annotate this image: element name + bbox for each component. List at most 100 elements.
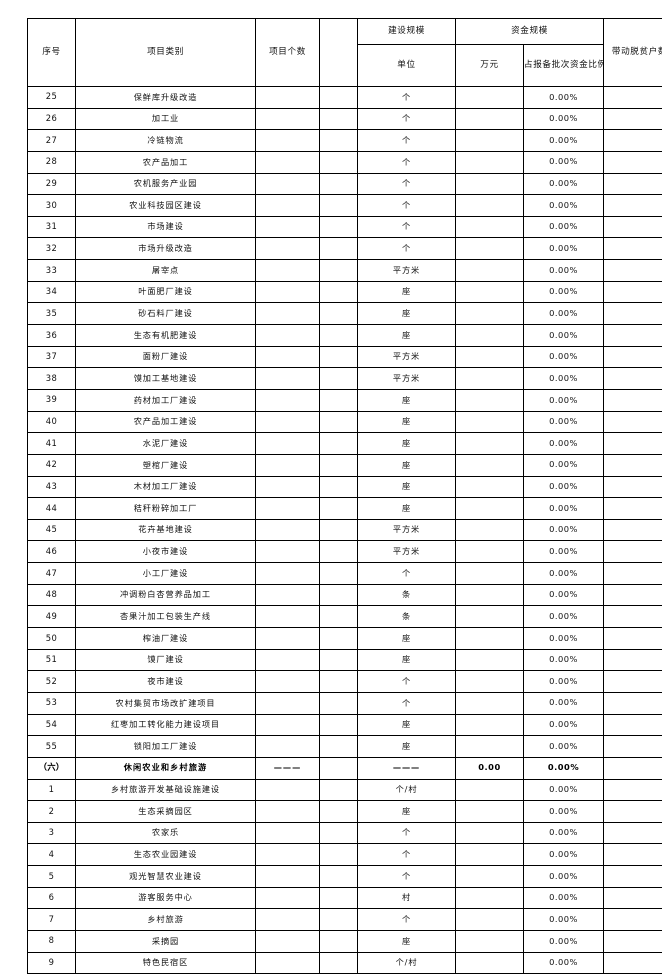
cell-poverty[interactable]: [604, 389, 662, 411]
cell-blank[interactable]: [320, 368, 358, 390]
cell-blank[interactable]: [320, 714, 358, 736]
cell-poverty[interactable]: [604, 736, 662, 758]
cell-unit[interactable]: 个: [358, 563, 456, 585]
cell-poverty[interactable]: [604, 584, 662, 606]
cell-percentage[interactable]: 0.00%: [524, 822, 604, 844]
cell-poverty[interactable]: [604, 108, 662, 130]
cell-count[interactable]: [256, 454, 320, 476]
cell-poverty[interactable]: [604, 260, 662, 282]
cell-blank[interactable]: [320, 563, 358, 585]
cell-category[interactable]: 冲调粉白杏营养品加工: [76, 584, 256, 606]
cell-blank[interactable]: [320, 411, 358, 433]
cell-percentage[interactable]: 0.00%: [524, 346, 604, 368]
cell-unit[interactable]: 座: [358, 801, 456, 823]
cell-poverty[interactable]: [604, 173, 662, 195]
cell-money[interactable]: [456, 411, 524, 433]
cell-seq[interactable]: 43: [28, 476, 76, 498]
cell-count[interactable]: [256, 368, 320, 390]
cell-category[interactable]: 叶面肥厂建设: [76, 281, 256, 303]
cell-percentage[interactable]: 0.00%: [524, 801, 604, 823]
cell-money[interactable]: [456, 303, 524, 325]
cell-seq[interactable]: 39: [28, 389, 76, 411]
cell-money[interactable]: [456, 563, 524, 585]
cell-money[interactable]: [456, 714, 524, 736]
cell-seq[interactable]: 2: [28, 801, 76, 823]
cell-blank[interactable]: [320, 801, 358, 823]
cell-unit[interactable]: 平方米: [358, 346, 456, 368]
cell-seq[interactable]: 53: [28, 692, 76, 714]
cell-category[interactable]: 小工厂建设: [76, 563, 256, 585]
cell-blank[interactable]: [320, 757, 358, 779]
cell-unit[interactable]: 个/村: [358, 779, 456, 801]
cell-poverty[interactable]: [604, 757, 662, 779]
cell-count[interactable]: [256, 563, 320, 585]
cell-poverty[interactable]: [604, 541, 662, 563]
cell-seq[interactable]: 25: [28, 87, 76, 109]
cell-unit[interactable]: 座: [358, 303, 456, 325]
cell-unit[interactable]: 个/村: [358, 952, 456, 974]
cell-poverty[interactable]: [604, 606, 662, 628]
cell-money[interactable]: [456, 260, 524, 282]
cell-percentage[interactable]: 0.00%: [524, 151, 604, 173]
cell-unit[interactable]: 个: [358, 195, 456, 217]
cell-poverty[interactable]: [604, 801, 662, 823]
cell-category[interactable]: 夜市建设: [76, 671, 256, 693]
cell-percentage[interactable]: 0.00%: [524, 844, 604, 866]
cell-count[interactable]: [256, 389, 320, 411]
cell-seq[interactable]: 5: [28, 866, 76, 888]
cell-blank[interactable]: [320, 238, 358, 260]
cell-money[interactable]: [456, 498, 524, 520]
cell-count[interactable]: [256, 844, 320, 866]
cell-money[interactable]: [456, 173, 524, 195]
cell-seq[interactable]: 49: [28, 606, 76, 628]
cell-poverty[interactable]: [604, 498, 662, 520]
cell-seq[interactable]: 8: [28, 930, 76, 952]
cell-unit[interactable]: 条: [358, 606, 456, 628]
cell-seq[interactable]: 46: [28, 541, 76, 563]
cell-blank[interactable]: [320, 260, 358, 282]
cell-seq[interactable]: 42: [28, 454, 76, 476]
cell-percentage[interactable]: 0.00%: [524, 649, 604, 671]
cell-unit[interactable]: 个: [358, 108, 456, 130]
cell-percentage[interactable]: 0.00%: [524, 281, 604, 303]
cell-poverty[interactable]: [604, 433, 662, 455]
cell-blank[interactable]: [320, 454, 358, 476]
cell-category[interactable]: 乡村旅游开发基础设施建设: [76, 779, 256, 801]
cell-count[interactable]: [256, 801, 320, 823]
cell-percentage[interactable]: 0.00%: [524, 866, 604, 888]
cell-count[interactable]: [256, 238, 320, 260]
cell-money[interactable]: [456, 519, 524, 541]
cell-category[interactable]: 馍厂建设: [76, 649, 256, 671]
cell-money[interactable]: [456, 736, 524, 758]
cell-money[interactable]: [456, 476, 524, 498]
cell-seq[interactable]: 29: [28, 173, 76, 195]
cell-unit[interactable]: 个: [358, 173, 456, 195]
cell-count[interactable]: [256, 325, 320, 347]
cell-percentage[interactable]: 0.00%: [524, 454, 604, 476]
cell-blank[interactable]: [320, 325, 358, 347]
cell-count[interactable]: [256, 606, 320, 628]
cell-poverty[interactable]: [604, 454, 662, 476]
cell-money[interactable]: [456, 281, 524, 303]
cell-category[interactable]: 观光智慧农业建设: [76, 866, 256, 888]
cell-percentage[interactable]: 0.00%: [524, 498, 604, 520]
cell-poverty[interactable]: [604, 563, 662, 585]
cell-money[interactable]: [456, 909, 524, 931]
cell-category[interactable]: 农业科技园区建设: [76, 195, 256, 217]
cell-money[interactable]: [456, 866, 524, 888]
cell-unit[interactable]: 个: [358, 671, 456, 693]
cell-seq[interactable]: （六）: [28, 757, 76, 779]
cell-seq[interactable]: 50: [28, 628, 76, 650]
cell-poverty[interactable]: [604, 87, 662, 109]
cell-poverty[interactable]: [604, 151, 662, 173]
cell-money[interactable]: [456, 887, 524, 909]
cell-unit[interactable]: 座: [358, 281, 456, 303]
cell-category[interactable]: 市场建设: [76, 216, 256, 238]
